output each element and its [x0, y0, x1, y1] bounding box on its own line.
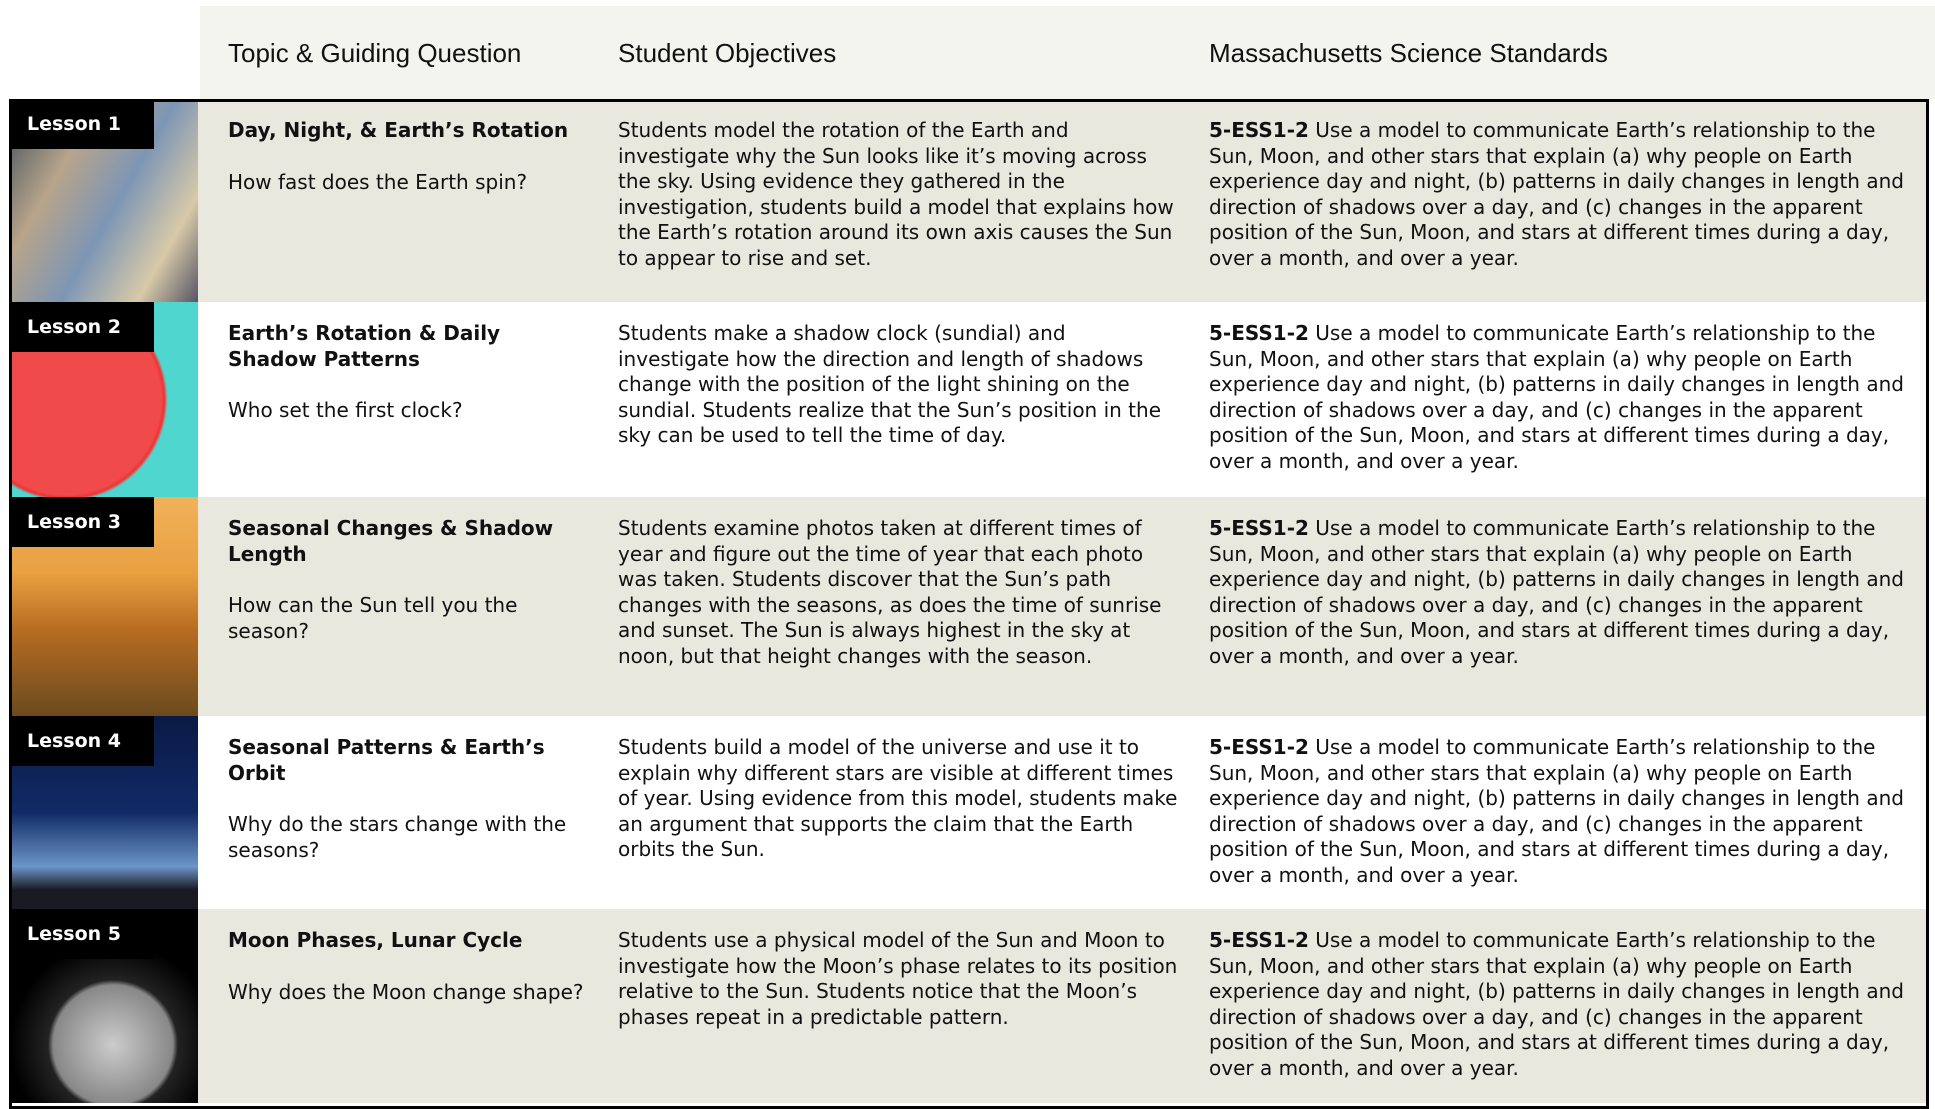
guiding-question: Who set the first clock? — [228, 398, 463, 423]
topic-cell: Seasonal Patterns & Earth’s Orbit Why do … — [228, 735, 588, 863]
lesson-label: Lesson 4 — [9, 716, 154, 766]
topic-cell: Day, Night, & Earth’s Rotation How fast d… — [228, 118, 588, 195]
lesson-label: Lesson 3 — [9, 497, 154, 547]
standard-code: 5-ESS1-2 — [1209, 516, 1309, 540]
standard-cell: 5-ESS1-2 Use a model to communicate Eart… — [1209, 118, 1919, 272]
objectives: Students examine photos taken at differe… — [618, 516, 1162, 668]
objectives: Students build a model of the universe a… — [618, 735, 1178, 862]
standard-cell: 5-ESS1-2 Use a model to communicate Eart… — [1209, 735, 1919, 889]
lesson-label: Lesson 2 — [9, 302, 154, 352]
objectives: Students use a physical model of the Sun… — [618, 928, 1178, 1029]
topic-cell: Earth’s Rotation & Daily Shadow Patterns… — [228, 321, 588, 424]
table-row: Lesson 1 Day, Night, & Earth’s Rotation Ho… — [9, 99, 1929, 302]
header-band — [200, 6, 1935, 99]
header-cell: Massachusetts Science Standards — [1209, 38, 1608, 68]
header-cell: Topic & Guiding Question — [228, 38, 522, 68]
standard-text: Use a model to communicate Earth’s relat… — [1209, 735, 1904, 887]
lesson-label: Lesson 5 — [9, 909, 154, 959]
table-row: Lesson 3 Seasonal Changes & Shadow Length… — [9, 497, 1929, 716]
standard-code: 5-ESS1-2 — [1209, 735, 1309, 759]
standard-text: Use a model to communicate Earth’s relat… — [1209, 118, 1904, 270]
standard-cell: 5-ESS1-2 Use a model to communicate Eart… — [1209, 928, 1919, 1082]
topic-cell: Moon Phases, Lunar Cycle Why does the Moo… — [228, 928, 588, 1005]
standard-code: 5-ESS1-2 — [1209, 118, 1309, 142]
standard-code: 5-ESS1-2 — [1209, 321, 1309, 345]
objectives: Students model the rotation of the Earth… — [618, 118, 1174, 270]
topic-title: Seasonal Changes & Shadow Length — [228, 516, 554, 566]
guiding-question: Why does the Moon change shape? — [228, 979, 584, 1004]
table-row: Lesson 2 Earth’s Rotation & Daily Shadow … — [9, 302, 1929, 497]
topic-title: Moon Phases, Lunar Cycle — [228, 928, 523, 952]
table-row: Lesson 5 Moon Phases, Lunar Cycle Why does… — [9, 909, 1929, 1103]
guiding-question: Why do the stars change with the seasons… — [228, 812, 567, 862]
standard-cell: 5-ESS1-2 Use a model to communicate Eart… — [1209, 516, 1919, 670]
topic-cell: Seasonal Changes & Shadow Length How can … — [228, 516, 588, 644]
lesson-label: Lesson 1 — [9, 99, 154, 149]
topic-title: Day, Night, & Earth’s Rotation — [228, 118, 569, 142]
standard-text: Use a model to communicate Earth’s relat… — [1209, 321, 1904, 473]
guiding-question: How can the Sun tell you the season? — [228, 593, 518, 643]
standard-text: Use a model to communicate Earth’s relat… — [1209, 928, 1904, 1080]
header-cell: Student Objectives — [618, 38, 837, 68]
guiding-question: How fast does the Earth spin? — [228, 169, 528, 194]
topic-title: Earth’s Rotation & Daily Shadow Patterns — [228, 321, 501, 371]
objectives: Students make a shadow clock (sundial) a… — [618, 321, 1161, 448]
standard-code: 5-ESS1-2 — [1209, 928, 1309, 952]
standard-text: Use a model to communicate Earth’s relat… — [1209, 516, 1904, 668]
table-row: Lesson 4 Seasonal Patterns & Earth’s Orbi… — [9, 716, 1929, 909]
standard-cell: 5-ESS1-2 Use a model to communicate Eart… — [1209, 321, 1919, 475]
topic-title: Seasonal Patterns & Earth’s Orbit — [228, 735, 545, 785]
